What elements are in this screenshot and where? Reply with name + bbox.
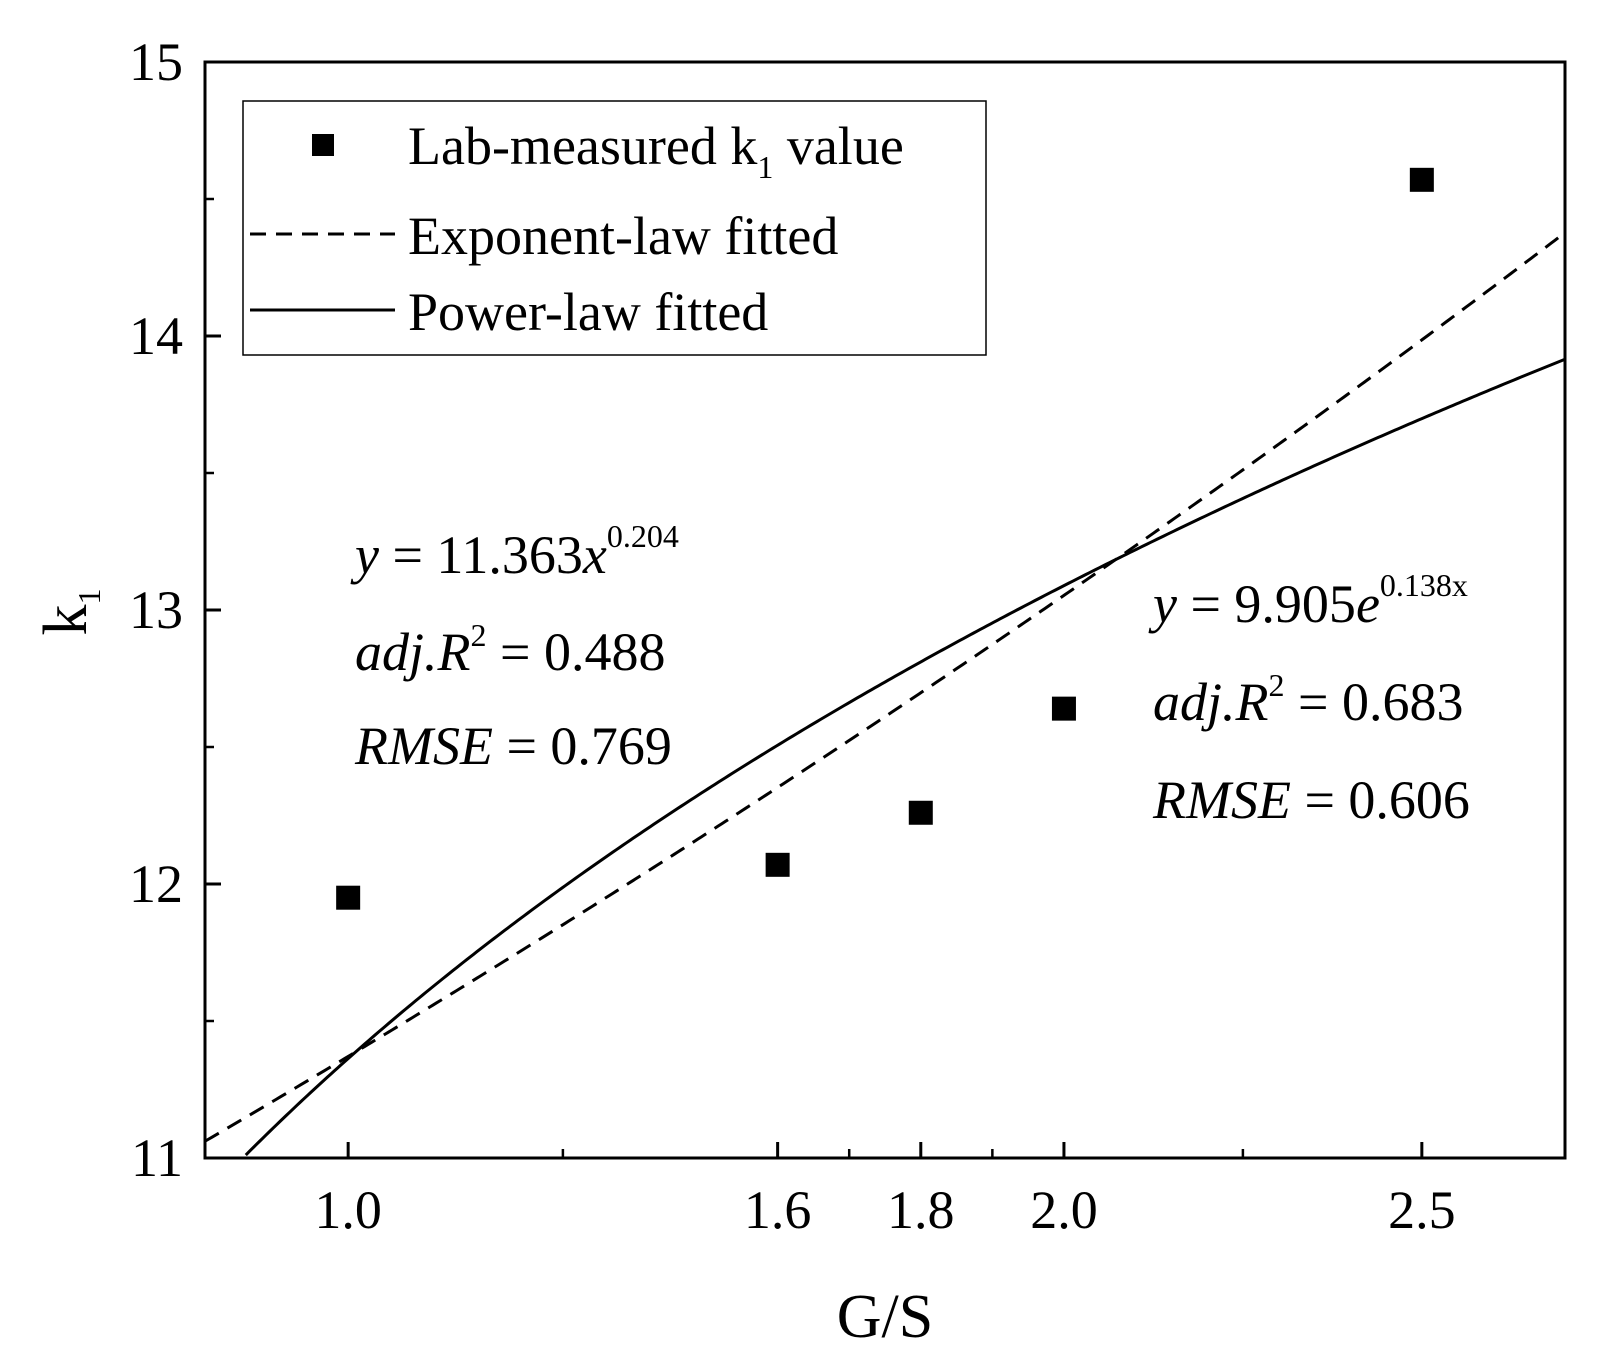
legend-label-exponent: Exponent-law fitted [408,206,838,266]
power-adj-r2: adj.R2 = 0.488 [355,617,665,682]
legend-label-power: Power-law fitted [408,282,768,342]
data-points [336,167,1434,910]
exponent-law-annotation: y = 9.905e0.138x adj.R2 = 0.683 RMSE = 0… [1148,567,1470,830]
exponent-adj-r2: adj.R2 = 0.683 [1153,667,1463,732]
y-tick-label: 11 [131,1128,183,1188]
x-tick-label: 2.5 [1388,1180,1456,1240]
x-tick-label: 2.0 [1030,1180,1098,1240]
y-axis-title-main: k [32,605,100,636]
data-point [336,885,361,910]
x-tick-label: 1.0 [314,1180,382,1240]
x-tick-label: 1.6 [744,1180,812,1240]
data-point [1051,696,1076,721]
y-axis-title: k1 [32,589,107,636]
y-axis-title-sub: 1 [71,589,107,605]
exponent-law-curve [204,231,1566,1143]
legend-box [242,100,987,356]
data-point [908,800,933,825]
legend-marker-square [312,134,334,156]
svg-text:k1: k1 [32,589,107,636]
power-rmse: RMSE = 0.769 [354,716,672,776]
power-law-annotation: y = 11.363x0.204 adj.R2 = 0.488 RMSE = 0… [350,518,679,776]
exponent-equation: y = 9.905e0.138x [1148,567,1468,634]
x-tick-label: 1.8 [887,1180,955,1240]
legend: Lab-measured k1 value Exponent-law fitte… [242,100,987,356]
power-law-curve [244,357,1566,1157]
y-tick-label: 13 [129,580,183,640]
y-axis-ticks: 11 12 13 14 15 [129,32,221,1188]
legend-label-lab: Lab-measured k1 value [408,116,904,185]
data-point [1409,167,1434,192]
exponent-rmse: RMSE = 0.606 [1152,770,1470,830]
y-tick-label: 15 [129,32,183,92]
data-point [765,852,790,877]
power-equation: y = 11.363x0.204 [350,518,679,585]
x-axis-title: G/S [837,1283,933,1351]
y-tick-label: 12 [129,854,183,914]
y-tick-label: 14 [129,306,183,366]
x-axis-ticks: 1.0 1.6 1.8 2.0 2.5 [314,1142,1456,1240]
